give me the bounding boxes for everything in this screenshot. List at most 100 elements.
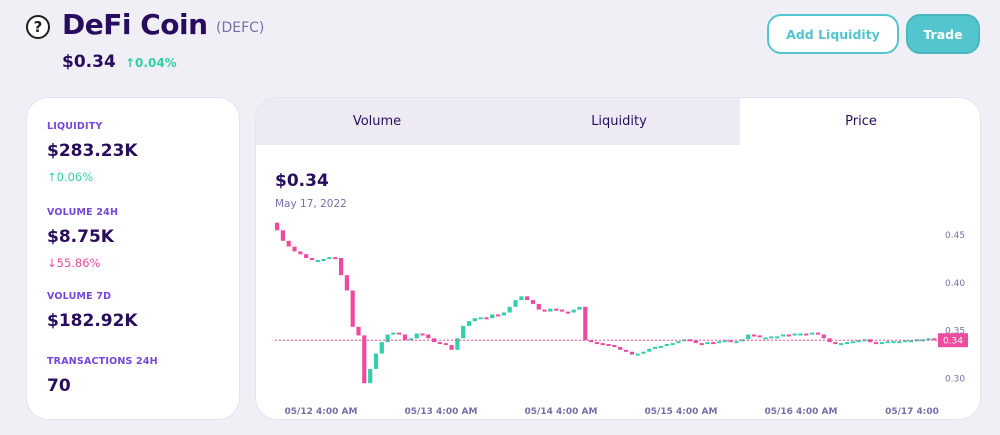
- candle-up: [513, 300, 518, 307]
- candle-down: [443, 343, 448, 346]
- candle-up: [734, 341, 739, 344]
- candle-down: [362, 335, 367, 384]
- candle-down: [339, 258, 344, 276]
- candle-up: [379, 342, 384, 354]
- candle-up: [571, 309, 576, 313]
- candle-up: [577, 306, 582, 310]
- candle-up: [769, 336, 774, 339]
- candle-up: [792, 333, 797, 336]
- candle-up: [763, 337, 768, 340]
- candle-up: [664, 344, 669, 346]
- candle-down: [432, 338, 437, 343]
- stat-volume-7d: VOLUME 7D $182.92K: [47, 291, 138, 333]
- candle-down: [786, 334, 791, 337]
- stat-change: ↑0.06%: [47, 170, 94, 184]
- candle-down: [583, 306, 588, 341]
- chart-card: 0.45 0.40 0.35 0.30 05/12 4:00 AM 05/13 4:00 …: [255, 97, 981, 420]
- candle-down: [821, 334, 826, 339]
- candle-up: [321, 259, 326, 261]
- stat-label: LIQUIDITY: [47, 121, 103, 132]
- candle-down: [449, 345, 454, 350]
- x-tick-label: 05/15 4:00 AM: [645, 407, 718, 417]
- candle-down: [868, 339, 873, 343]
- candle-up: [903, 340, 908, 343]
- candle-down: [304, 254, 309, 258]
- candle-down: [757, 335, 762, 338]
- question-circle-icon[interactable]: ?: [26, 15, 50, 39]
- candle-up: [856, 340, 861, 343]
- candle-down: [629, 351, 634, 355]
- candle-up: [879, 342, 884, 345]
- stat-value: $8.75K: [47, 227, 114, 247]
- candle-up: [466, 321, 472, 326]
- add-liquidity-button[interactable]: Add Liquidity: [767, 14, 899, 54]
- candle-up: [920, 339, 925, 342]
- candle-down: [711, 342, 716, 345]
- candle-up: [676, 341, 681, 344]
- candle-down: [932, 338, 937, 341]
- trade-button[interactable]: Trade: [906, 14, 980, 54]
- chart-price: $0.34: [275, 171, 329, 191]
- candle-up: [717, 341, 722, 344]
- tab-liquidity[interactable]: Liquidity: [498, 98, 740, 145]
- candle-down: [356, 326, 361, 336]
- chart-date: May 17, 2022: [275, 198, 347, 210]
- candle-down: [606, 344, 611, 346]
- candle-down: [397, 332, 402, 335]
- candle-down: [275, 222, 280, 231]
- candle-down: [484, 317, 489, 320]
- candle-up: [635, 353, 640, 356]
- candle-down: [751, 334, 757, 337]
- candle-down: [530, 300, 536, 304]
- candle-down: [623, 349, 629, 352]
- candle-up: [891, 341, 896, 344]
- stat-change: ↓55.86%: [47, 256, 101, 270]
- candle-up: [507, 306, 512, 313]
- stat-transactions-24h: TRANSACTIONS 24H 70: [47, 356, 158, 398]
- x-tick-label: 05/17 4:00: [885, 407, 939, 417]
- candle-up: [501, 312, 506, 316]
- stat-label: VOLUME 7D: [47, 291, 112, 302]
- candle-up: [810, 332, 815, 335]
- candle-up: [391, 332, 396, 335]
- stat-label: VOLUME 24H: [47, 207, 119, 218]
- candle-up: [647, 348, 652, 352]
- candle-down: [536, 303, 541, 310]
- candle-down: [600, 343, 605, 346]
- candle-up: [368, 368, 373, 384]
- candle-down: [612, 345, 617, 347]
- price-chart[interactable]: 0.45 0.40 0.35 0.30 05/12 4:00 AM 05/13 4:00 …: [256, 98, 981, 420]
- tab-price[interactable]: Price: [740, 98, 980, 145]
- current-price-badge: [938, 333, 968, 348]
- candle-up: [740, 339, 745, 342]
- current-price-label: 0.34: [943, 337, 963, 347]
- tab-volume[interactable]: Volume: [256, 98, 498, 145]
- x-tick-label: 05/13 4:00 AM: [405, 407, 478, 417]
- stat-liquidity: LIQUIDITY $283.23K ↑0.06%: [47, 121, 138, 184]
- candle-down: [496, 314, 501, 317]
- candle-up: [670, 343, 675, 346]
- x-tick-label: 05/12 4:00 AM: [285, 407, 358, 417]
- candle-up: [746, 334, 751, 340]
- candle-up: [658, 346, 663, 348]
- candle-up: [519, 296, 524, 301]
- candle-up: [385, 334, 390, 343]
- candle-down: [554, 308, 559, 311]
- candle-up: [775, 336, 780, 339]
- stat-label: TRANSACTIONS 24H: [47, 356, 158, 367]
- stat-value: 70: [47, 376, 71, 396]
- candle-down: [350, 290, 355, 327]
- candle-down: [292, 246, 297, 252]
- candle-down: [542, 309, 547, 312]
- candle-down: [594, 342, 600, 345]
- candle-down: [402, 334, 408, 341]
- candle-up: [722, 340, 727, 343]
- candle-down: [280, 230, 285, 241]
- stats-card: LIQUIDITY $283.23K ↑0.06% VOLUME 24H $8.…: [26, 97, 240, 420]
- candle-up: [781, 334, 786, 337]
- candle-down: [693, 340, 698, 344]
- candle-up: [408, 338, 413, 341]
- stat-value: $182.92K: [47, 311, 138, 331]
- candle-down: [309, 258, 315, 260]
- x-tick-label: 05/14 4:00 AM: [525, 407, 598, 417]
